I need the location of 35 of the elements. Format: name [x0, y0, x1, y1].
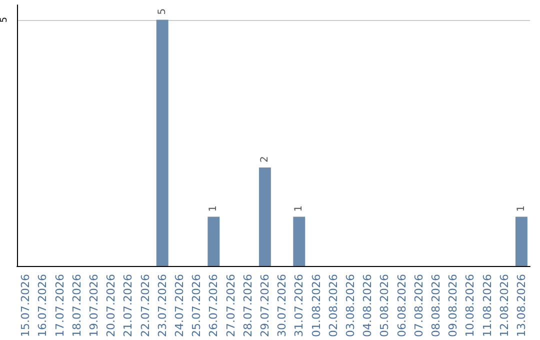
x-tick-label: 03.08.2026 [344, 274, 357, 338]
x-tick-label: 13.08.2026 [514, 274, 528, 338]
x-tick-label: 05.08.2026 [378, 274, 392, 338]
x-tick-label: 16.07.2026 [36, 274, 50, 338]
data-label: 1 [294, 205, 305, 212]
x-tick-label: 04.08.2026 [361, 274, 374, 338]
x-tick-label: 27.07.2026 [224, 274, 238, 338]
x-tick-label: 28.07.2026 [241, 274, 254, 338]
data-label: 5 [156, 8, 168, 15]
x-tick-label: 30.07.2026 [276, 274, 289, 338]
x-tick-label: 19.07.2026 [87, 274, 100, 338]
x-tick-label: 01.08.2026 [310, 274, 323, 338]
x-tick-label: 18.07.2026 [70, 274, 84, 338]
data-label: 2 [259, 156, 270, 163]
x-tick-label: 21.07.2026 [122, 274, 135, 338]
x-tick-label: 09.08.2026 [446, 274, 460, 338]
x-tick-label: 17.07.2026 [53, 274, 66, 338]
x-tick-label: 07.08.2026 [412, 274, 426, 338]
x-tick-label: 12.08.2026 [498, 274, 511, 338]
x-tick-label: 15.07.2026 [19, 274, 32, 338]
x-tick-label: 02.08.2026 [326, 274, 340, 338]
x-tick-label: 25.07.2026 [190, 274, 204, 338]
x-tick-label: 26.07.2026 [207, 274, 220, 338]
data-label: 1 [516, 205, 527, 212]
x-tick-label: 11.08.2026 [480, 274, 494, 338]
x-tick-label: 23.07.2026 [156, 274, 169, 338]
x-tick-label: 31.07.2026 [292, 274, 306, 338]
data-label: 1 [208, 205, 220, 212]
x-tick-label: 06.08.2026 [395, 274, 408, 338]
x-tick-label: 22.07.2026 [138, 274, 152, 338]
x-tick-label: 24.07.2026 [172, 274, 186, 338]
x-tick-label: 10.08.2026 [464, 274, 477, 338]
x-tick-label: 08.08.2026 [429, 274, 442, 338]
x-tick-label: 29.07.2026 [258, 274, 272, 338]
x-tick-label: 20.07.2026 [104, 274, 118, 338]
